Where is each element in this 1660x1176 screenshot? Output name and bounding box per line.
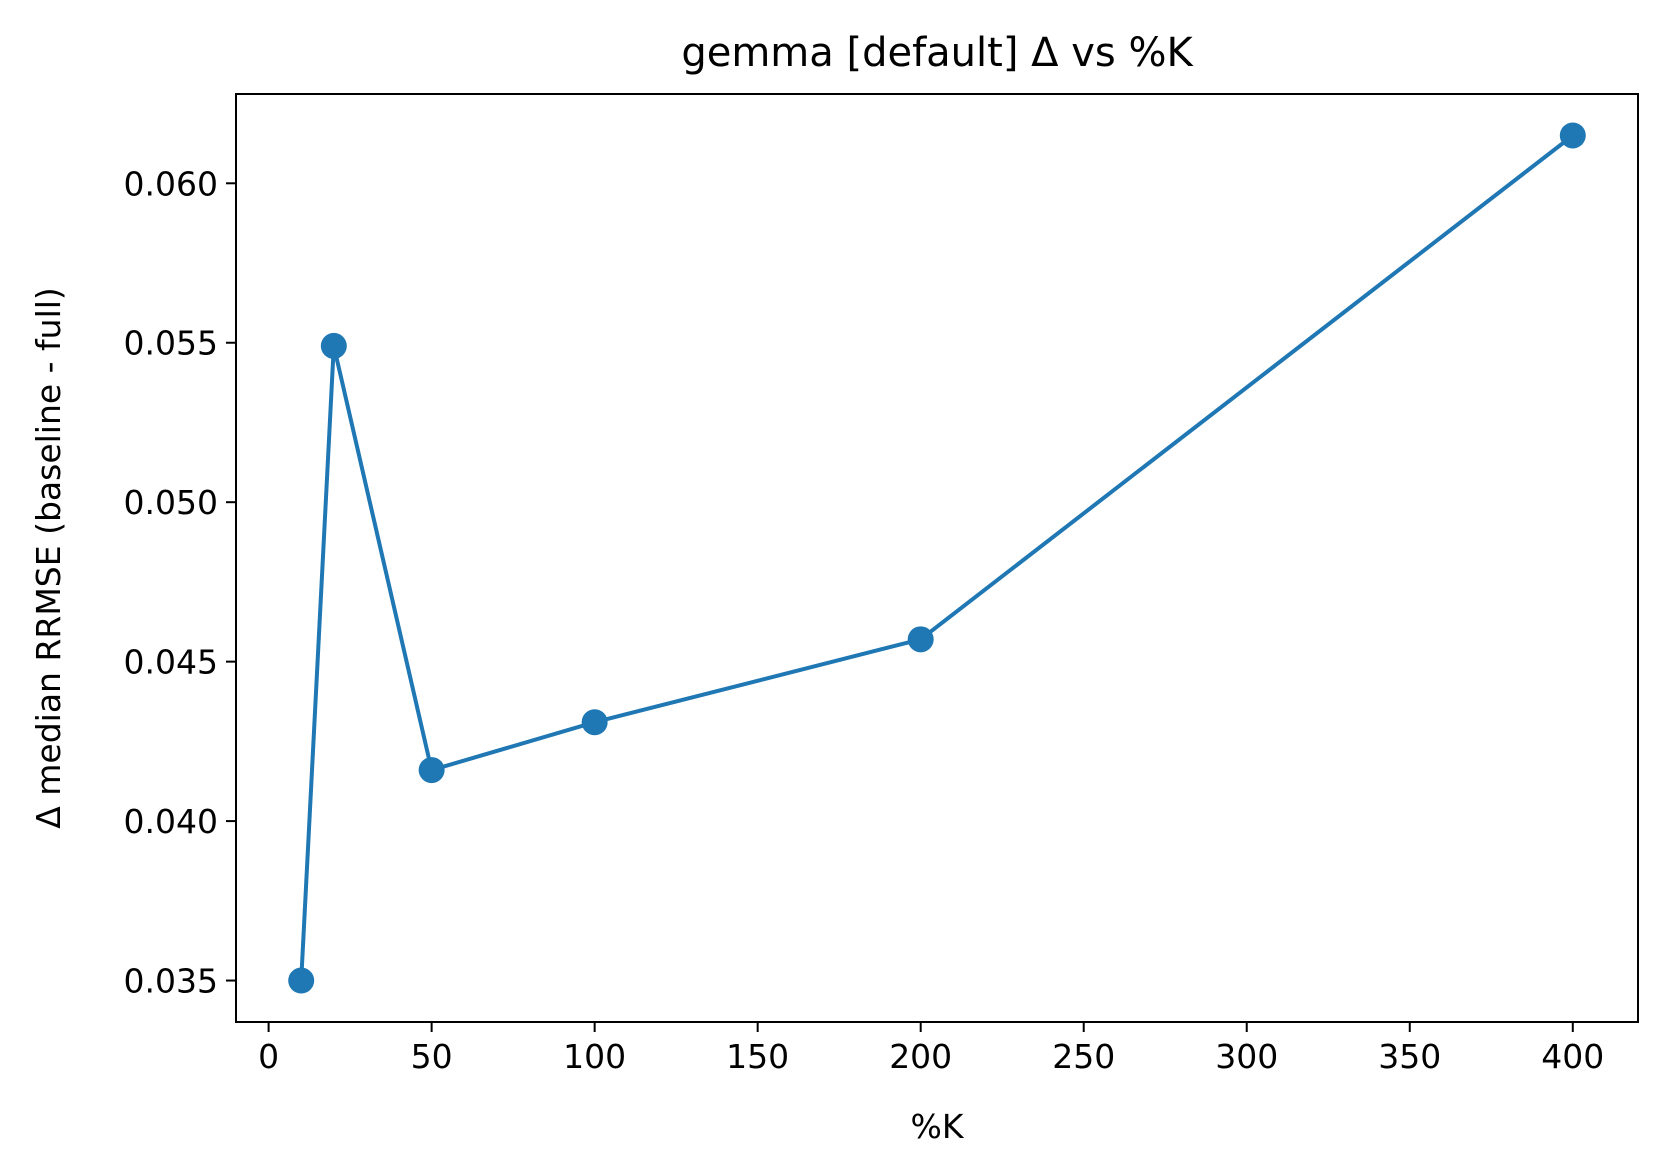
y-tick-label: 0.040 <box>124 802 218 841</box>
x-axis-label: %K <box>911 1107 965 1146</box>
x-tick-label: 350 <box>1378 1037 1441 1076</box>
data-point <box>288 967 315 994</box>
chart-title: gemma [default] Δ vs %K <box>681 30 1194 76</box>
x-tick-label: 200 <box>889 1037 952 1076</box>
y-tick-label: 0.055 <box>124 324 218 363</box>
data-point <box>1559 122 1586 149</box>
y-tick-label: 0.050 <box>124 483 218 522</box>
x-tick-label: 150 <box>726 1037 789 1076</box>
y-tick-label: 0.060 <box>124 164 218 203</box>
x-tick-label: 400 <box>1541 1037 1604 1076</box>
plot-frame <box>235 93 1639 1023</box>
y-axis-ticks: 0.035 0.040 0.045 0.050 0.055 0.060 <box>124 164 236 1001</box>
x-tick-label: 100 <box>563 1037 626 1076</box>
data-point <box>418 757 445 784</box>
x-tick-label: 50 <box>411 1037 453 1076</box>
y-tick-label: 0.035 <box>124 962 218 1001</box>
x-tick-label: 250 <box>1052 1037 1115 1076</box>
x-tick-label: 300 <box>1215 1037 1278 1076</box>
data-point <box>320 332 347 359</box>
y-axis-label: Δ median RRMSE (baseline - full) <box>29 287 68 829</box>
plot-layer <box>288 122 1586 994</box>
data-point <box>581 709 608 736</box>
x-tick-label: 0 <box>258 1037 279 1076</box>
x-axis-ticks: 0 50 100 150 200 250 300 350 400 <box>258 1022 1604 1076</box>
y-tick-label: 0.045 <box>124 643 218 682</box>
data-point <box>907 626 934 653</box>
series-line <box>299 133 1575 981</box>
